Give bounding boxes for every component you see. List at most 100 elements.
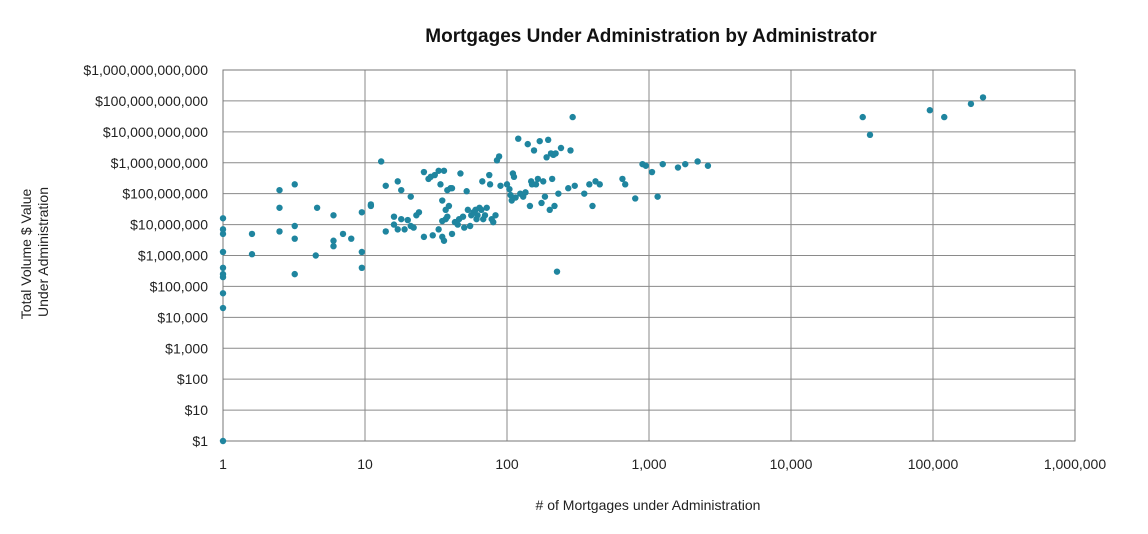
y-tick-label: $100 [177, 371, 208, 387]
data-point [534, 175, 542, 183]
data-point [506, 185, 513, 193]
data-point [330, 237, 337, 244]
y-tick-label: $1,000,000,000,000 [83, 62, 208, 78]
data-point [522, 189, 529, 196]
data-point [642, 162, 650, 169]
data-point [276, 204, 283, 211]
data-point [589, 202, 596, 210]
y-tick-label: $100,000,000,000 [95, 93, 208, 109]
data-point [586, 181, 593, 188]
x-tick-label: 1,000 [631, 456, 666, 472]
data-point [410, 224, 417, 231]
y-tick-label: $1,000,000 [138, 248, 208, 264]
data-point [490, 218, 497, 226]
data-point [404, 216, 411, 224]
data-point [444, 213, 451, 220]
data-point [407, 193, 414, 200]
data-point [464, 206, 472, 214]
x-tick-label: 1,000,000 [1044, 456, 1106, 472]
data-point [581, 190, 588, 197]
data-point [546, 206, 553, 214]
data-point [219, 248, 227, 256]
data-point [495, 153, 503, 160]
grid-lines [222, 69, 1076, 442]
data-point [543, 154, 550, 161]
data-point [536, 137, 543, 145]
data-point [219, 270, 227, 278]
data-point [431, 171, 438, 179]
data-point [382, 228, 389, 235]
data-point [659, 160, 666, 168]
data-point [394, 178, 401, 185]
data-points [219, 94, 987, 445]
data-point [348, 235, 355, 242]
data-point [448, 185, 456, 192]
data-point [486, 181, 494, 188]
data-point [524, 140, 531, 148]
data-point [382, 182, 389, 189]
data-point [512, 194, 519, 201]
data-point [457, 170, 464, 177]
data-point [377, 158, 385, 165]
data-point [276, 186, 283, 194]
data-point [219, 264, 227, 272]
data-point [248, 251, 256, 258]
data-point [463, 188, 470, 195]
data-point [532, 181, 540, 188]
chart-title: Mortgages Under Administration by Admini… [425, 26, 877, 47]
data-point [478, 206, 485, 214]
data-point [481, 212, 489, 219]
data-point [440, 237, 448, 244]
data-point [479, 178, 486, 185]
data-point [358, 209, 366, 216]
data-point [654, 193, 661, 200]
y-tick-label: $10,000 [157, 309, 208, 325]
data-point [437, 181, 444, 188]
data-point [648, 168, 656, 176]
data-point [394, 226, 401, 233]
data-point [483, 204, 490, 211]
data-point [358, 264, 366, 272]
data-point [497, 182, 504, 189]
data-point [540, 178, 547, 185]
data-point [544, 136, 552, 144]
data-point [358, 248, 366, 256]
data-point [507, 191, 514, 199]
data-point [555, 190, 562, 197]
data-point [619, 175, 626, 183]
data-point [551, 202, 558, 210]
data-point [439, 197, 446, 204]
data-point [440, 167, 448, 174]
data-point [567, 147, 574, 154]
x-tick-label: 10,000 [770, 456, 813, 472]
data-point [596, 181, 603, 188]
data-point [704, 162, 712, 169]
data-point [219, 215, 227, 222]
data-point [445, 202, 453, 210]
data-point [454, 221, 461, 228]
data-point [219, 230, 227, 238]
data-point [557, 144, 565, 152]
data-point [330, 242, 337, 250]
data-point [339, 230, 347, 238]
y-tick-label: $1 [192, 433, 208, 449]
data-point [367, 201, 375, 208]
data-point [291, 181, 298, 188]
data-point [541, 193, 549, 200]
y-tick-label: $100,000 [150, 278, 209, 294]
data-point [492, 212, 499, 219]
data-point [565, 185, 572, 192]
data-point [448, 230, 456, 238]
data-point [515, 135, 522, 142]
data-point [291, 235, 298, 242]
x-axis-label: # of Mortgages under Administration [536, 497, 761, 513]
data-point [312, 252, 319, 259]
data-point [291, 222, 298, 230]
data-point [313, 204, 321, 211]
data-point [866, 131, 874, 139]
data-point [390, 221, 398, 228]
data-point [548, 175, 556, 183]
data-point [552, 150, 559, 157]
data-point [674, 164, 682, 171]
y-axis-label-line1: Total Volume $ Value [18, 188, 34, 319]
